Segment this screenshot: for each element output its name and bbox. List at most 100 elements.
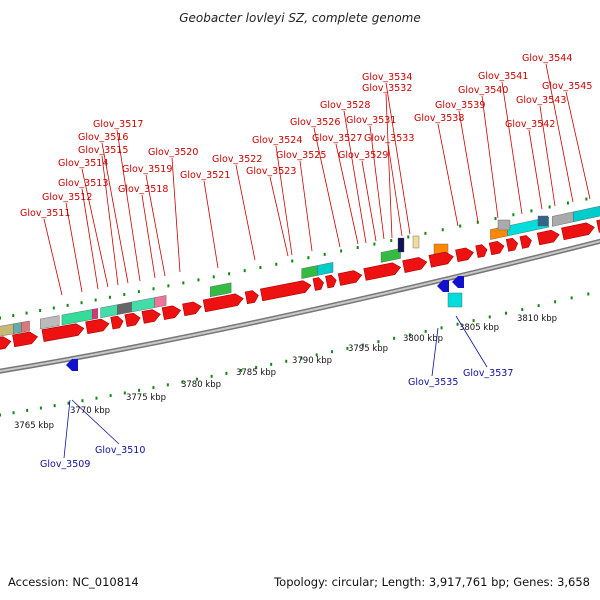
lower-tick-36 bbox=[537, 304, 540, 308]
lower-tick-29 bbox=[424, 329, 427, 333]
top-leader-line-5 bbox=[101, 142, 129, 284]
top-gene-label: Glov_3538 bbox=[414, 113, 464, 124]
upper-tick-15 bbox=[212, 275, 215, 279]
upper-tick-7 bbox=[94, 298, 97, 302]
lower-tick-15 bbox=[210, 374, 213, 378]
forward-gene-21 bbox=[505, 237, 519, 252]
upper-tick-12 bbox=[167, 284, 170, 288]
lower-tick-19 bbox=[270, 362, 273, 366]
bottom-leader-line-0 bbox=[63, 399, 71, 459]
lower-tick-16 bbox=[225, 371, 228, 375]
scale-label: 3805 kbp bbox=[459, 323, 499, 333]
top-gene-label: Glov_3543 bbox=[516, 95, 566, 106]
forward-gene-7 bbox=[161, 305, 182, 320]
top-leader-line-13 bbox=[275, 145, 293, 256]
feature-box-13 bbox=[380, 248, 401, 263]
lower-tick-10 bbox=[138, 388, 141, 392]
upper-tick-29 bbox=[441, 228, 444, 232]
top-gene-label: Glov_3519 bbox=[122, 164, 172, 175]
feature-box-3 bbox=[40, 315, 60, 330]
bottom-leader-line-1 bbox=[71, 399, 120, 445]
upper-tick-36 bbox=[566, 201, 569, 205]
top-leader-line-15 bbox=[313, 127, 341, 248]
feature-box-5 bbox=[92, 308, 99, 320]
map-title: Geobacter lovleyi SZ, complete genome bbox=[179, 11, 421, 25]
upper-tick-32 bbox=[494, 217, 497, 221]
top-leader-line-3 bbox=[81, 168, 109, 288]
top-gene-label: Glov_3511 bbox=[20, 208, 70, 219]
lower-tick-14 bbox=[195, 377, 198, 381]
genome-backbone bbox=[0, 238, 600, 374]
lower-tick-22 bbox=[315, 353, 318, 357]
feature-box-16 bbox=[552, 211, 574, 227]
upper-tick-1 bbox=[12, 314, 15, 318]
top-leader-line-26 bbox=[501, 81, 523, 215]
forward-gene-9 bbox=[202, 293, 244, 313]
lower-tick-25 bbox=[361, 343, 364, 347]
upper-tick-26 bbox=[390, 239, 393, 243]
lower-tick-35 bbox=[521, 307, 524, 311]
upper-tick-23 bbox=[340, 249, 343, 253]
upper-tick-22 bbox=[323, 252, 326, 256]
backbone-line bbox=[0, 238, 600, 374]
forward-gene-12 bbox=[312, 277, 324, 291]
top-gene-label: Glov_3542 bbox=[505, 119, 555, 130]
feature-box-9 bbox=[154, 295, 167, 308]
top-leader-line-23 bbox=[437, 123, 459, 227]
top-leader-line-0 bbox=[43, 218, 63, 296]
top-gene-label: Glov_3545 bbox=[542, 81, 592, 92]
backbone-highlight bbox=[0, 240, 600, 373]
lower-tick-8 bbox=[109, 394, 112, 398]
lower-tick-6 bbox=[81, 399, 84, 403]
upper-tick-13 bbox=[182, 281, 185, 285]
scale-label: 3765 kbp bbox=[14, 421, 54, 431]
forward-gene-19 bbox=[475, 244, 488, 258]
reverse-gene-0 bbox=[66, 359, 78, 371]
scale-label: 3780 kbp bbox=[181, 380, 221, 390]
top-leader-line-6 bbox=[116, 129, 141, 282]
forward-gene-13 bbox=[325, 274, 337, 289]
reverse-gene-1 bbox=[437, 280, 449, 292]
feature-box-17 bbox=[573, 205, 600, 223]
upper-tick-9 bbox=[123, 292, 126, 296]
upper-tick-34 bbox=[530, 209, 533, 213]
bottom-leader-line-3 bbox=[455, 315, 488, 368]
top-gene-label: Glov_3522 bbox=[212, 154, 262, 165]
top-gene-label: Glov_3523 bbox=[246, 166, 296, 177]
lower-tick-0 bbox=[0, 413, 1, 417]
upper-tick-5 bbox=[66, 303, 69, 307]
top-leader-line-10 bbox=[203, 180, 219, 269]
top-leader-line-1 bbox=[65, 202, 83, 293]
top-gene-label: Glov_3514 bbox=[58, 158, 108, 169]
forward-gene-24 bbox=[561, 222, 595, 241]
top-leader-line-19 bbox=[369, 125, 385, 240]
upper-tick-30 bbox=[459, 224, 462, 228]
scale-label: 3775 kbp bbox=[126, 393, 166, 403]
feature-box-10 bbox=[210, 282, 232, 298]
scale-label: 3770 kbp bbox=[70, 406, 110, 416]
lower-tick-31 bbox=[456, 322, 459, 326]
top-gene-label: Glov_3513 bbox=[58, 178, 108, 189]
top-leader-line-30 bbox=[565, 91, 591, 200]
top-gene-label: Glov_3527 bbox=[312, 133, 362, 144]
lower-tick-18 bbox=[255, 365, 258, 369]
top-leader-line-7 bbox=[141, 194, 156, 279]
top-leader-line-18 bbox=[361, 160, 377, 242]
feature-box-7 bbox=[117, 301, 132, 315]
forward-gene-17 bbox=[428, 251, 454, 268]
top-leader-line-9 bbox=[171, 157, 181, 273]
forward-gene-2 bbox=[41, 323, 85, 342]
upper-tick-25 bbox=[373, 242, 376, 246]
lower-tick-21 bbox=[300, 356, 303, 360]
top-gene-label: Glov_3525 bbox=[276, 150, 326, 161]
top-gene-label: Glov_3531 bbox=[346, 115, 396, 126]
upper-tick-21 bbox=[307, 256, 310, 260]
top-leader-line-17 bbox=[343, 110, 367, 244]
lower-tick-3 bbox=[39, 406, 42, 410]
upper-tick-8 bbox=[108, 295, 111, 299]
forward-gene-5 bbox=[124, 312, 141, 327]
top-gene-label: Glov_3512 bbox=[42, 192, 92, 203]
top-leader-line-11 bbox=[235, 164, 256, 261]
forward-gene-16 bbox=[402, 257, 428, 273]
